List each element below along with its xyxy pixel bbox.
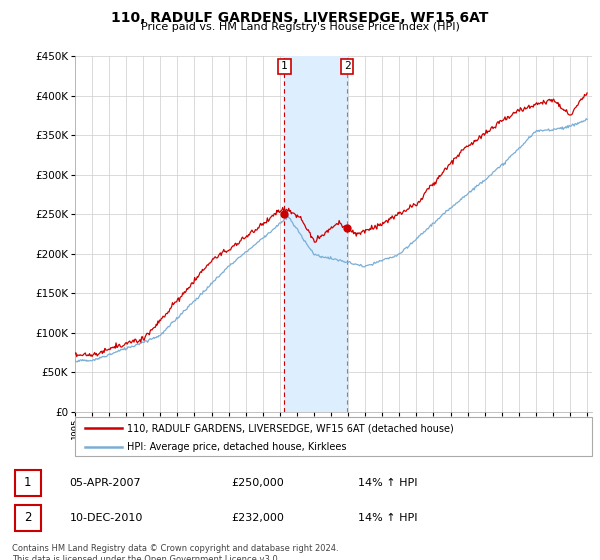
Text: £250,000: £250,000 xyxy=(231,478,284,488)
Text: 2: 2 xyxy=(344,62,350,71)
Text: Price paid vs. HM Land Registry's House Price Index (HPI): Price paid vs. HM Land Registry's House … xyxy=(140,22,460,32)
Bar xyxy=(15,470,41,496)
Text: 110, RADULF GARDENS, LIVERSEDGE, WF15 6AT: 110, RADULF GARDENS, LIVERSEDGE, WF15 6A… xyxy=(112,11,488,25)
Text: 1: 1 xyxy=(24,477,32,489)
Text: HPI: Average price, detached house, Kirklees: HPI: Average price, detached house, Kirk… xyxy=(127,442,346,452)
Bar xyxy=(284,56,347,412)
Text: 14% ↑ HPI: 14% ↑ HPI xyxy=(358,478,417,488)
Text: 14% ↑ HPI: 14% ↑ HPI xyxy=(358,513,417,522)
Bar xyxy=(15,505,41,530)
Text: 05-APR-2007: 05-APR-2007 xyxy=(70,478,141,488)
Text: 2: 2 xyxy=(24,511,32,524)
Text: 110, RADULF GARDENS, LIVERSEDGE, WF15 6AT (detached house): 110, RADULF GARDENS, LIVERSEDGE, WF15 6A… xyxy=(127,423,454,433)
Text: 10-DEC-2010: 10-DEC-2010 xyxy=(70,513,143,522)
Text: £232,000: £232,000 xyxy=(231,513,284,522)
Text: 1: 1 xyxy=(281,62,288,71)
Text: Contains HM Land Registry data © Crown copyright and database right 2024.
This d: Contains HM Land Registry data © Crown c… xyxy=(12,544,338,560)
